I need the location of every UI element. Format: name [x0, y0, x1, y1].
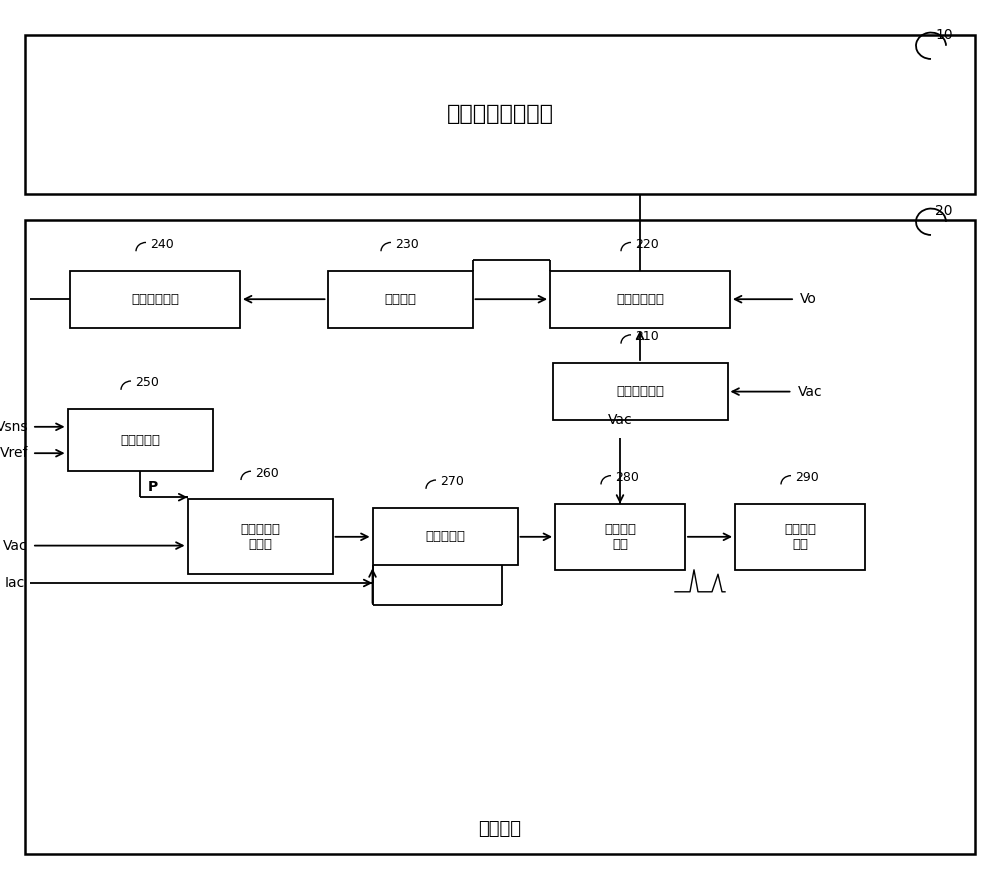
Bar: [372, 508, 518, 565]
Bar: [552, 363, 728, 420]
Text: 模式控制模块: 模式控制模块: [131, 293, 179, 305]
Text: Vsns: Vsns: [0, 420, 28, 434]
Text: 电流环模块: 电流环模块: [425, 531, 465, 543]
Text: 280: 280: [615, 471, 639, 484]
Text: Vac: Vac: [608, 414, 632, 427]
Bar: [70, 270, 240, 327]
Text: 210: 210: [635, 330, 659, 343]
Text: 电压调整
模块: 电压调整 模块: [604, 523, 636, 551]
Text: 10: 10: [935, 28, 953, 42]
Text: 目标电流确
定模块: 目标电流确 定模块: [240, 523, 280, 551]
Text: P: P: [148, 480, 158, 494]
Bar: [68, 409, 213, 471]
Text: 电压检测模块: 电压检测模块: [616, 293, 664, 305]
Bar: [735, 503, 865, 570]
Bar: [328, 270, 473, 327]
Text: 比较模块: 比较模块: [384, 293, 416, 305]
Text: 230: 230: [395, 238, 419, 251]
Text: Vref: Vref: [0, 446, 28, 460]
Text: 260: 260: [255, 466, 279, 480]
Text: 功率因数校正电路: 功率因数校正电路: [446, 105, 554, 124]
Bar: [25, 220, 975, 854]
Text: Vac: Vac: [798, 385, 822, 399]
Bar: [188, 499, 332, 574]
Text: 270: 270: [440, 475, 464, 488]
Text: 20: 20: [935, 204, 952, 218]
Text: Vo: Vo: [800, 292, 817, 306]
Bar: [25, 35, 975, 194]
Text: 290: 290: [795, 471, 819, 484]
Text: 250: 250: [135, 377, 159, 389]
Bar: [555, 503, 685, 570]
Text: Vac: Vac: [3, 539, 28, 553]
Text: 220: 220: [635, 238, 659, 251]
Text: 信号产生
模块: 信号产生 模块: [784, 523, 816, 551]
Text: 240: 240: [150, 238, 174, 251]
Text: 过零检测模块: 过零检测模块: [616, 385, 664, 398]
Text: Iac: Iac: [5, 576, 25, 590]
Bar: [550, 270, 730, 327]
Text: 电压环模块: 电压环模块: [120, 434, 160, 446]
Text: 控制装置: 控制装置: [479, 820, 522, 838]
